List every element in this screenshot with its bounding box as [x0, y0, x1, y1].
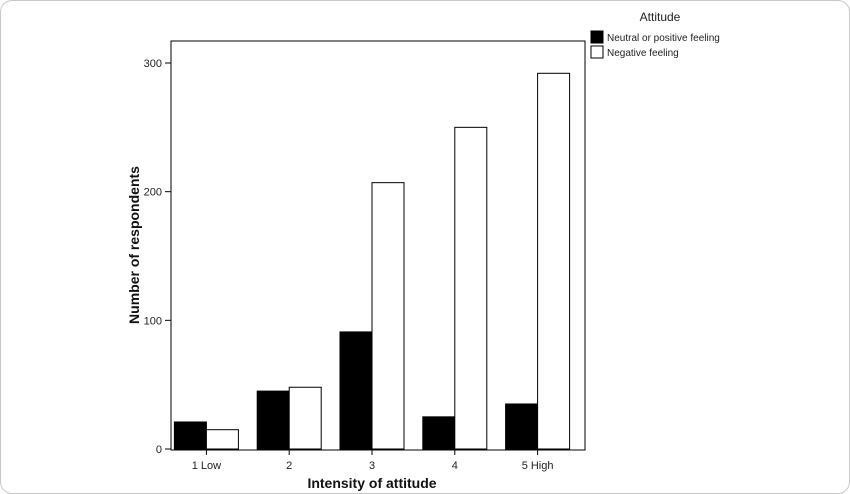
bar-negative [288, 386, 322, 450]
x-axis: 1 Low 2 3 4 5 High [192, 450, 554, 472]
bar-negative [537, 72, 571, 450]
legend: Attitude Neutral or positive feeling Nega… [590, 10, 720, 59]
y-tick-label: 0 [156, 444, 162, 456]
bar-negative [371, 182, 405, 450]
x-axis-title: Intensity of attitude [307, 475, 436, 491]
bars [173, 72, 571, 450]
legend-swatch [590, 45, 604, 59]
y-tick-label: 200 [144, 187, 162, 199]
y-tick-label: 100 [144, 315, 162, 327]
y-axis: 0 100 200 300 [144, 58, 171, 456]
legend-label: Negative feeling [607, 48, 679, 59]
bar-negative [205, 429, 239, 450]
y-axis-title: Number of respondents [126, 166, 142, 324]
legend-label: Neutral or positive feeling [607, 33, 720, 44]
legend-title: Attitude [640, 10, 681, 24]
bar-neutral-positive [173, 421, 207, 450]
x-tick-label: 3 [369, 460, 375, 472]
legend-swatch [590, 30, 604, 44]
x-tick-label: 4 [452, 460, 458, 472]
x-tick-label: 1 Low [192, 460, 221, 472]
bar-neutral-positive [505, 403, 539, 450]
bar-neutral-positive [422, 416, 456, 450]
bar-neutral-positive [339, 331, 373, 450]
y-tick-label: 300 [144, 58, 162, 70]
bar-neutral-positive [256, 390, 290, 450]
x-tick-label: 5 High [522, 460, 554, 472]
x-tick-label: 2 [286, 460, 292, 472]
bar-negative [454, 126, 488, 450]
